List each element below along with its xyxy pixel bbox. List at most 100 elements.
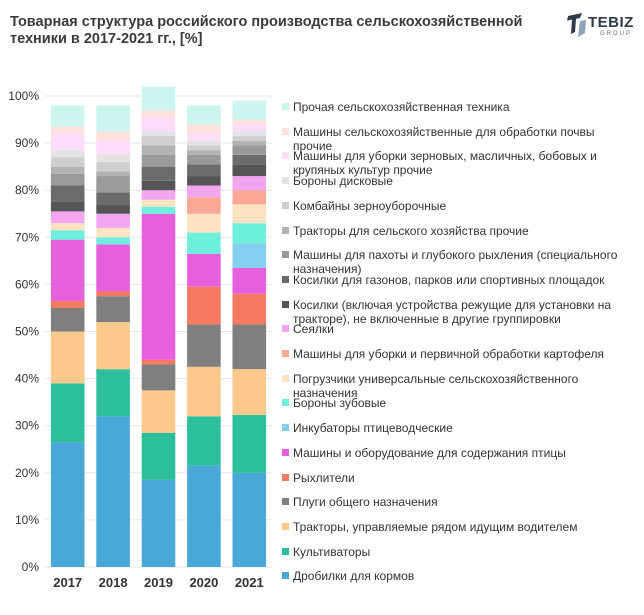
legend-label: Дробилки для кормов <box>293 569 415 584</box>
bar-segment <box>187 465 221 567</box>
bar-segment <box>50 300 85 308</box>
bar-segment <box>141 86 176 111</box>
bar-segment <box>96 369 130 417</box>
bar-segment <box>141 166 176 181</box>
legend-item: Погрузчики универсальные сельскохозяйств… <box>282 372 642 400</box>
legend-label: Машины для уборки и первичной обработки … <box>293 347 604 361</box>
legend-swatch <box>282 152 289 160</box>
legend-label: Рыхлители <box>293 470 355 485</box>
bar-segment <box>141 213 176 360</box>
bar-segment <box>141 359 176 365</box>
bar-segment <box>50 126 85 134</box>
legend-label: Машины сельскохозяйственные для обработк… <box>293 124 595 153</box>
legend-swatch <box>282 325 289 333</box>
legend-swatch <box>282 547 289 555</box>
bar-segment <box>50 166 85 174</box>
bar-segment <box>187 164 221 177</box>
bar-segment <box>141 136 176 146</box>
bar-segment <box>50 331 85 384</box>
legend-label: Косилки (включая устройства режущие для … <box>293 297 612 326</box>
bar-segment <box>96 161 130 172</box>
legend-item: Комбайны зерноуборочные <box>282 199 642 213</box>
bar-segment <box>232 204 267 224</box>
y-tick-label: 20% <box>15 466 39 480</box>
bar-segment <box>96 140 130 155</box>
bar-segment <box>141 364 176 391</box>
legend-swatch <box>282 177 289 185</box>
bar-segment <box>96 291 130 297</box>
bar-segment <box>141 117 176 132</box>
bar-segment <box>50 442 85 567</box>
y-tick-label: 50% <box>15 325 39 339</box>
bar-segment <box>141 190 176 200</box>
bar-segment <box>187 124 221 134</box>
bar-segment <box>232 124 267 132</box>
bar-segment <box>141 206 176 214</box>
bar-segment <box>141 154 176 167</box>
bar-segment <box>232 223 267 244</box>
legend-item: Машины для уборки и первичной обработки … <box>282 347 642 361</box>
bar-segment <box>141 131 176 137</box>
bar-segment <box>50 150 85 158</box>
bar-segment <box>96 213 130 228</box>
chart-title: Товарная структура российского производс… <box>10 14 523 47</box>
legend-item: Бороны зубовые <box>282 396 642 410</box>
legend-label: Бороны дисковые <box>293 174 393 189</box>
y-tick-label: 0% <box>22 560 40 574</box>
legend-swatch <box>282 498 289 506</box>
legend-label: Машины и оборудование для содержания пти… <box>293 445 566 460</box>
bar-segment <box>96 227 130 238</box>
x-axis: 2017 2018 2019 2020 2021 <box>53 575 264 590</box>
bar-segment <box>50 133 85 151</box>
bar-segment <box>232 243 267 268</box>
legend-item: Машины и оборудование для содержания пти… <box>282 446 642 460</box>
bar-segment <box>50 230 85 240</box>
legend-label: Косилки для газонов, парков или спортивн… <box>293 272 605 287</box>
x-tick-label: 2018 <box>99 575 128 590</box>
bar-segment <box>187 366 221 417</box>
y-tick-label: 10% <box>15 513 39 527</box>
bar-segment <box>50 173 85 186</box>
bar-segment <box>187 324 221 367</box>
legend-swatch <box>282 448 289 456</box>
bar-segment <box>232 164 267 177</box>
legend-item: Машины для уборки зерновых, масличных, б… <box>282 149 642 177</box>
legend-item: Тракторы для сельского хозяйства прочие <box>282 224 642 238</box>
bar-segment <box>141 145 176 155</box>
bar-segment <box>96 296 130 323</box>
legend-swatch <box>282 275 289 283</box>
legend-label: Тракторы для сельского хозяйства прочие <box>293 223 529 238</box>
bar-segment <box>232 154 267 165</box>
legend-label: Инкубаторы птицеводческие <box>293 421 453 436</box>
legend-swatch <box>282 300 289 308</box>
bar-segment <box>141 180 176 191</box>
y-tick-label: 40% <box>15 372 39 386</box>
legend-item: Машины для пахоты и глубокого рыхления (… <box>282 248 642 276</box>
bar-segment <box>232 100 267 120</box>
legend-item: Прочая сельскохозяйственная техника <box>282 100 642 114</box>
bar-segment <box>232 324 267 370</box>
legend-swatch <box>282 424 289 432</box>
x-tick-label: 2019 <box>144 575 173 590</box>
legend-label: Бороны зубовые <box>293 396 387 411</box>
legend-swatch <box>282 399 289 407</box>
bar-segment <box>96 192 130 205</box>
legend-label: Прочая сельскохозяйственная техника <box>293 100 510 114</box>
y-tick-label: 90% <box>15 136 39 150</box>
bar-segment <box>232 140 267 146</box>
legend-swatch <box>282 251 289 259</box>
bar-segment <box>187 213 221 233</box>
bar-segment <box>187 150 221 155</box>
bar-segment <box>96 154 130 162</box>
legend-label: Культиваторы <box>293 544 371 559</box>
legend-swatch <box>282 473 289 481</box>
bar-segment <box>50 105 85 127</box>
bar-segment <box>232 176 267 191</box>
x-tick-label: 2021 <box>235 575 264 590</box>
bar-segment <box>96 237 130 245</box>
bars <box>50 86 267 567</box>
legend-label: Погрузчики универсальные сельскохозяйств… <box>293 371 579 400</box>
bar-segment <box>96 131 130 141</box>
legend-swatch <box>282 103 289 110</box>
